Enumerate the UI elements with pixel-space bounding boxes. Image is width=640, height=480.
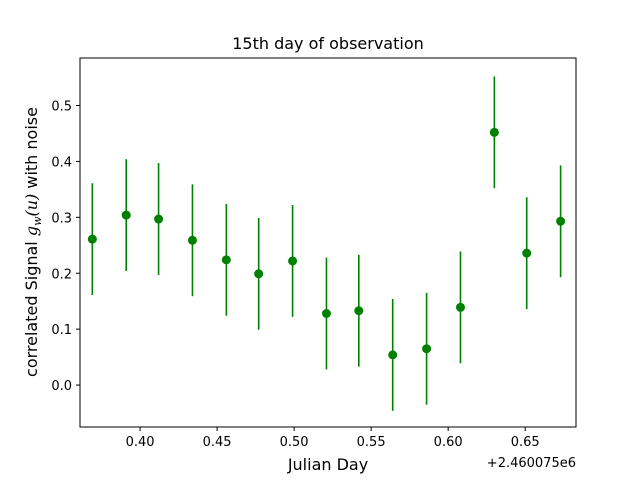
x-tick-label: 0.60 [434,435,463,450]
data-point [254,269,264,279]
x-offset-label: +2.460075e6 [487,456,576,471]
x-tick-label: 0.40 [126,435,155,450]
plot-frame [79,57,577,428]
x-tick-label: 0.45 [203,435,232,450]
x-tick-label: 0.55 [357,435,386,450]
data-marks [87,76,566,411]
y-tick-label: 0.0 [51,379,72,394]
y-tick-label: 0.5 [51,100,72,115]
y-tick-label: 0.4 [51,155,72,170]
plot-area [80,58,576,427]
y-axis: 0.0 0.1 0.2 0.3 0.4 0.5 [51,100,80,394]
data-point [187,235,197,245]
data-point [87,234,97,244]
y-tick-label: 0.1 [51,323,72,338]
chart-title: 15th day of observation [232,34,424,53]
data-point [221,255,231,265]
data-point [288,256,298,266]
data-point [522,248,532,258]
x-tick-label: 0.50 [280,435,309,450]
data-point [556,216,566,226]
data-point [489,127,499,137]
data-point [354,306,364,316]
x-tick-label: 0.65 [511,435,540,450]
y-tick-label: 0.3 [51,211,72,226]
data-point [388,350,398,360]
x-axis-label: Julian Day [287,455,368,474]
y-axis-label: correlated Signal gw(u) with noise [22,107,44,377]
y-tick-label: 0.2 [51,267,72,282]
data-point [154,214,164,224]
data-point [422,344,432,354]
x-axis: 0.40 0.45 0.50 0.55 0.60 0.65 [126,427,540,450]
data-point [321,309,331,319]
data-point [455,302,465,312]
data-point [121,210,131,220]
